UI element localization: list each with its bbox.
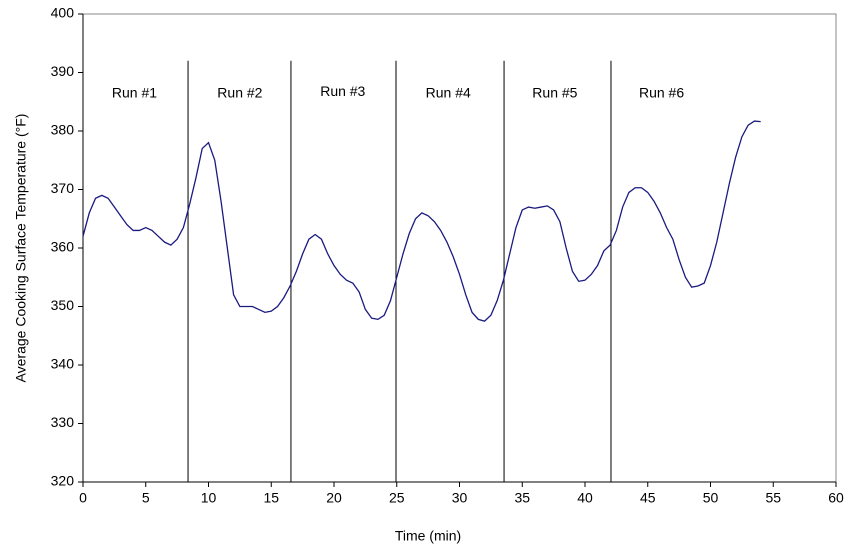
run-label: Run #1 — [112, 84, 157, 100]
x-tick-label: 10 — [201, 490, 217, 506]
run-label: Run #2 — [217, 84, 262, 100]
x-tick-label: 55 — [765, 490, 781, 506]
x-tick-label: 50 — [703, 490, 719, 506]
y-tick-label: 370 — [51, 180, 75, 196]
y-tick-label: 390 — [51, 63, 75, 79]
y-tick-label: 320 — [51, 473, 75, 489]
x-tick-label: 30 — [452, 490, 468, 506]
y-tick-label: 330 — [51, 414, 75, 430]
y-tick-label: 340 — [51, 356, 75, 372]
x-tick-label: 0 — [79, 490, 87, 506]
x-tick-label: 25 — [389, 490, 405, 506]
x-tick-label: 5 — [142, 490, 150, 506]
run-label: Run #4 — [426, 84, 471, 100]
data-line — [82, 120, 761, 322]
x-tick-label: 15 — [263, 490, 279, 506]
y-axis-label: Average Cooking Surface Temperature (°F) — [13, 114, 29, 383]
x-tick-label: 20 — [326, 490, 342, 506]
y-tick-label: 400 — [51, 5, 75, 21]
x-tick-label: 60 — [828, 490, 844, 506]
run-label: Run #3 — [320, 83, 365, 99]
x-axis-label: Time (min) — [395, 528, 461, 544]
y-tick-label: 360 — [51, 239, 75, 255]
x-tick-label: 35 — [514, 490, 530, 506]
run-label: Run #5 — [532, 84, 577, 100]
x-tick-label: 40 — [577, 490, 593, 506]
run-label: Run #6 — [639, 84, 684, 100]
y-tick-label: 380 — [51, 122, 75, 138]
y-tick-label: 350 — [51, 297, 75, 313]
x-tick-label: 45 — [640, 490, 656, 506]
